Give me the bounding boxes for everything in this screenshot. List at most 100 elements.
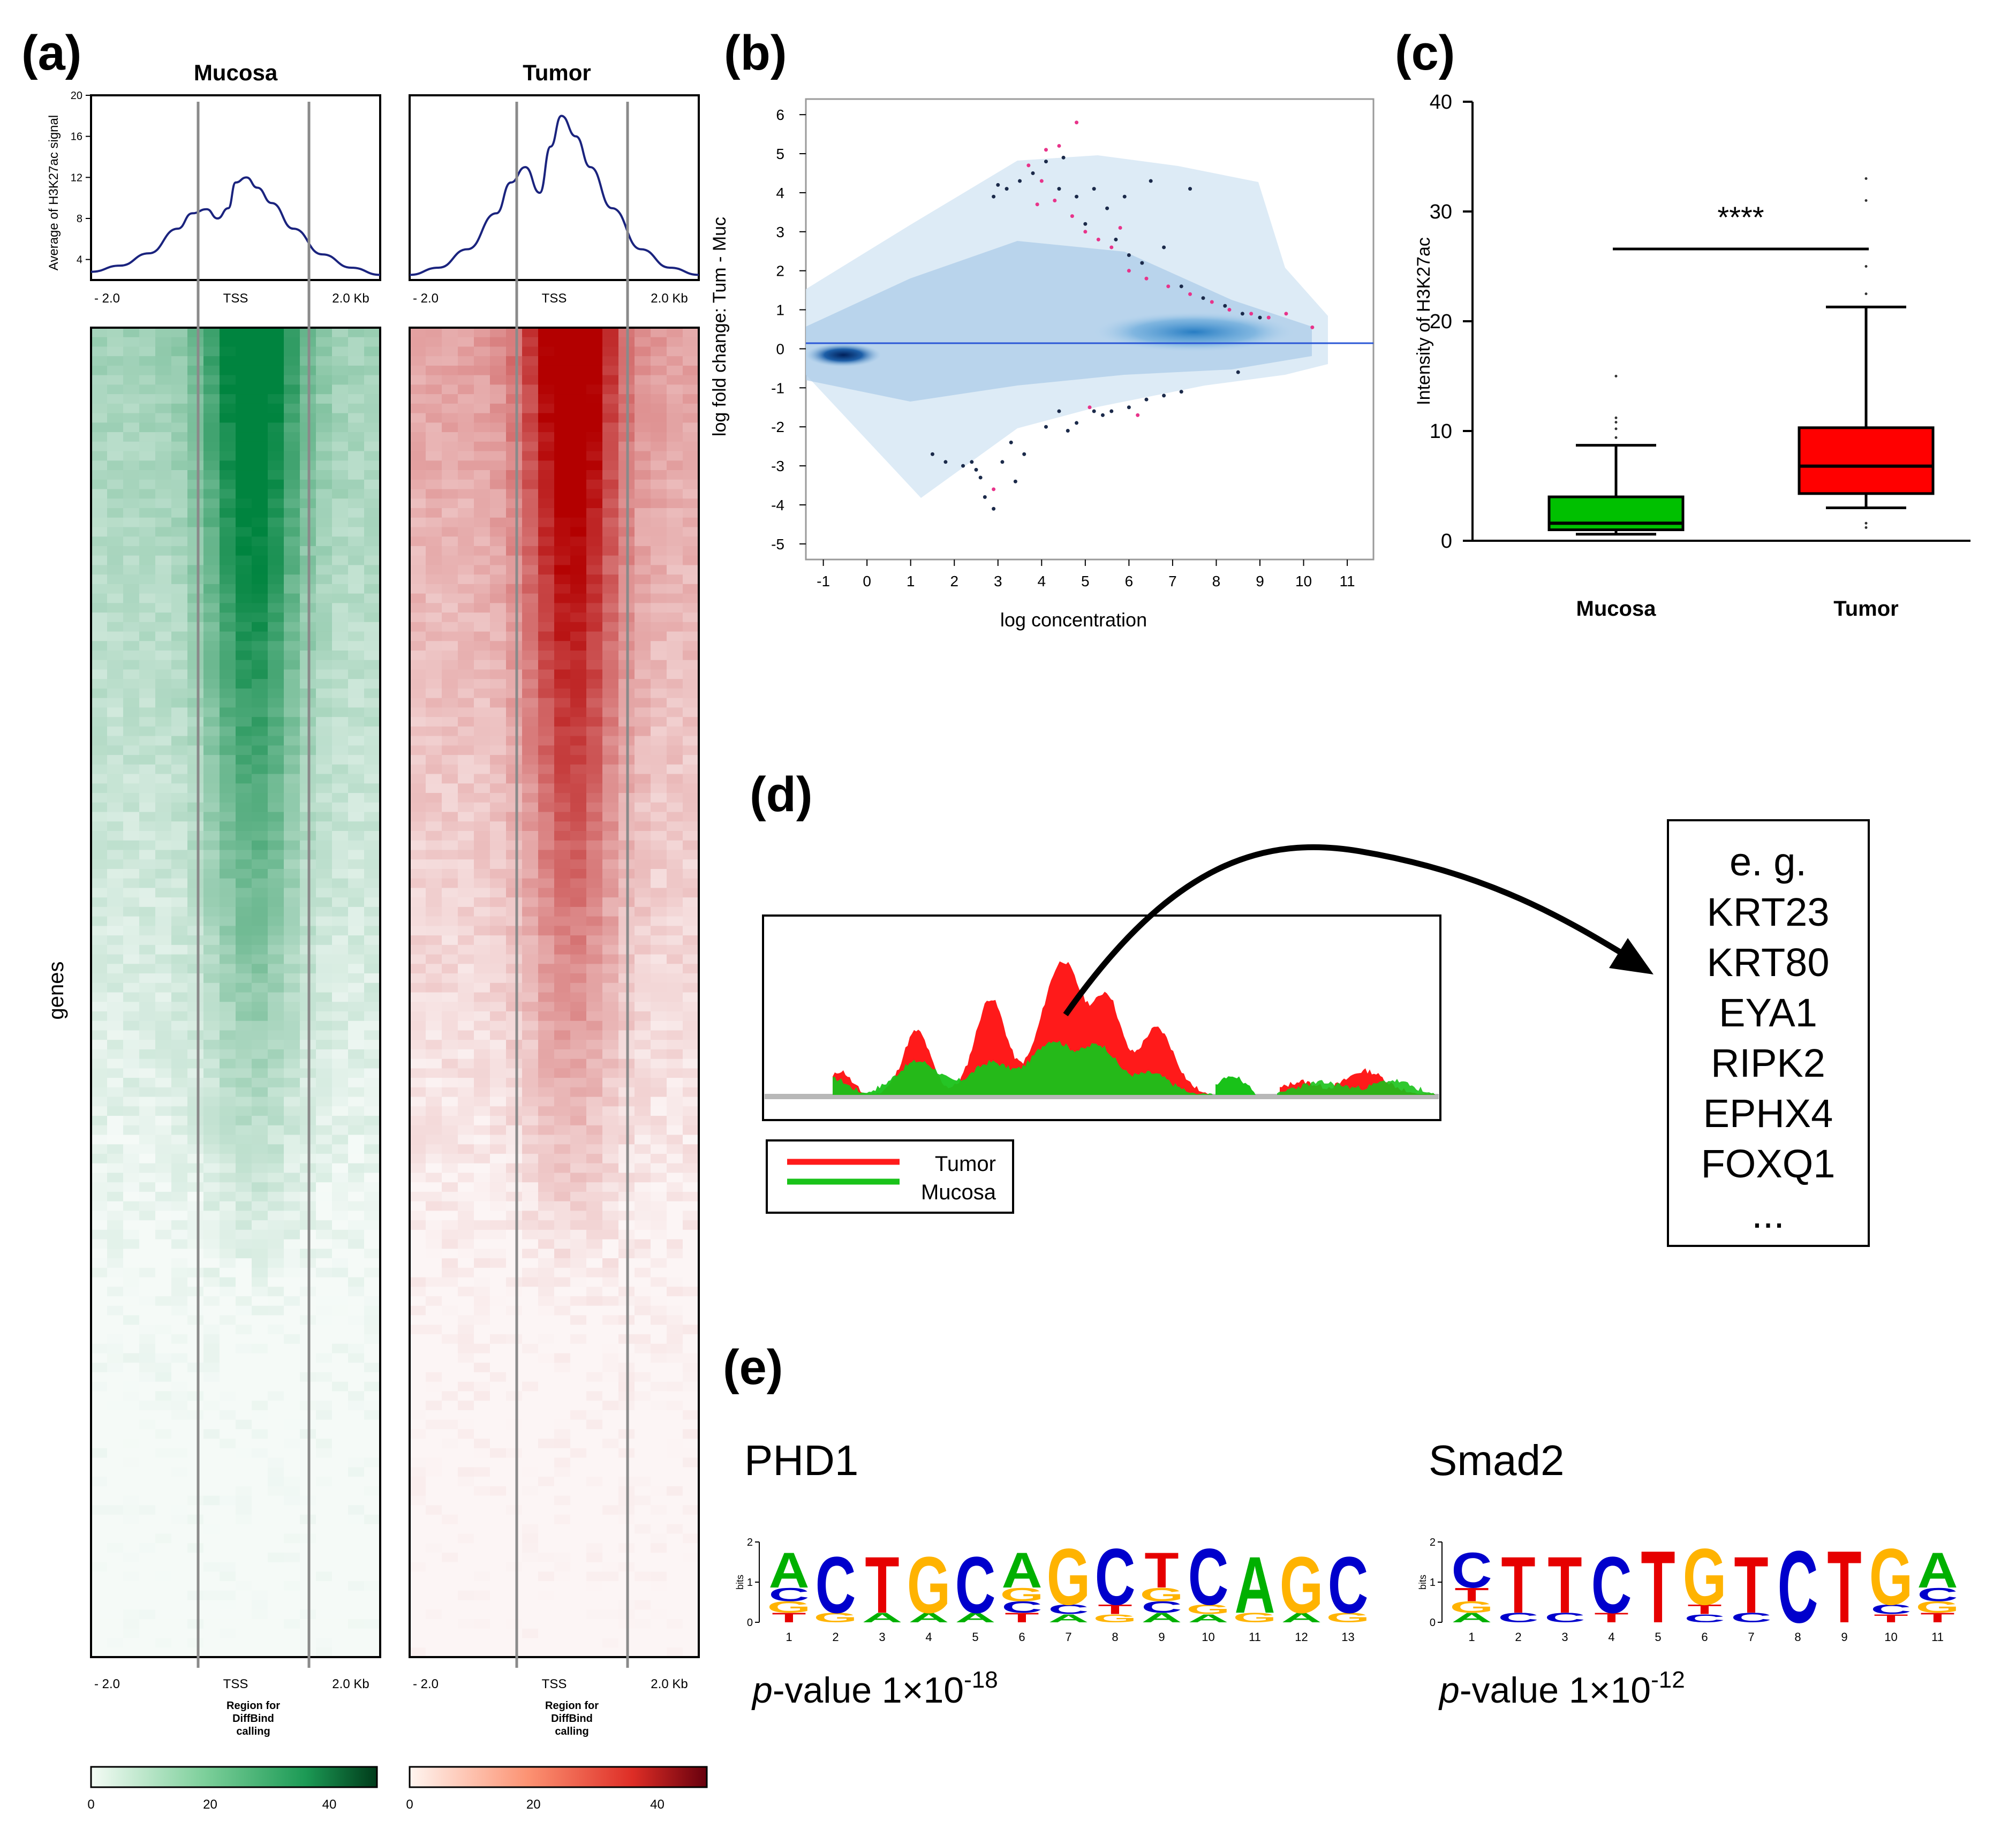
tumor-heatmap-cell bbox=[490, 1600, 507, 1610]
mucosa-heatmap-cell bbox=[236, 1448, 252, 1458]
mucosa-heatmap-cell bbox=[364, 365, 381, 376]
mucosa-heatmap-cell bbox=[252, 1020, 268, 1031]
tumor-heatmap-cell bbox=[538, 593, 555, 603]
tumor-heatmap-cell bbox=[651, 1163, 667, 1174]
tumor-heatmap-cell bbox=[667, 375, 683, 385]
mucosa-heatmap-cell bbox=[236, 973, 252, 984]
tumor-heatmap-cell bbox=[651, 1552, 667, 1563]
mucosa-heatmap-cell bbox=[91, 982, 108, 993]
tumor-heatmap-cell bbox=[538, 1116, 555, 1126]
tumor-heatmap-cell bbox=[426, 698, 442, 708]
tumor-heatmap-cell bbox=[506, 821, 523, 831]
mucosa-heatmap-cell bbox=[268, 422, 284, 433]
tumor-heatmap-cell bbox=[426, 1419, 442, 1430]
mucosa-heatmap-cell bbox=[284, 1144, 300, 1154]
tumor-heatmap-cell bbox=[538, 451, 555, 461]
tumor-heatmap-cell bbox=[506, 1211, 523, 1221]
tumor-heatmap-cell bbox=[506, 830, 523, 841]
mucosa-heatmap-cell bbox=[268, 365, 284, 376]
tumor-heatmap-cell bbox=[570, 365, 587, 376]
mucosa-heatmap-cell bbox=[316, 1590, 333, 1601]
mucosa-heatmap-cell bbox=[316, 1505, 333, 1515]
tumor-heatmap-cell bbox=[410, 498, 426, 509]
tumor-heatmap-cell bbox=[683, 1106, 699, 1116]
mucosa-heatmap-cell bbox=[252, 774, 268, 784]
tumor-heatmap-cell bbox=[635, 774, 651, 784]
mucosa-heatmap-cell bbox=[107, 622, 124, 632]
mucosa-heatmap-cell bbox=[332, 1391, 349, 1401]
tumor-heatmap-cell bbox=[458, 536, 474, 547]
tumor-heatmap-cell bbox=[410, 755, 426, 765]
tumor-heatmap-cell bbox=[635, 982, 651, 993]
mucosa-heatmap-cell bbox=[236, 1562, 252, 1572]
tumor-heatmap-cell bbox=[635, 394, 651, 404]
tumor-heatmap-cell bbox=[522, 1287, 539, 1297]
mucosa-heatmap-cell bbox=[171, 1106, 188, 1116]
mucosa-heatmap-cell bbox=[332, 1619, 349, 1629]
mucosa-heatmap-cell bbox=[364, 888, 381, 898]
tumor-heatmap-cell bbox=[522, 536, 539, 547]
tumor-heatmap-cell bbox=[522, 1590, 539, 1601]
mucosa-heatmap-cell bbox=[252, 1457, 268, 1468]
tumor-heatmap-cell bbox=[538, 1590, 555, 1601]
mucosa-heatmap-cell bbox=[139, 1477, 156, 1487]
tumor-heatmap-cell bbox=[635, 992, 651, 1002]
tumor-heatmap-cell bbox=[522, 641, 539, 651]
mucosa-heatmap-cell bbox=[268, 1258, 284, 1268]
mucosa-heatmap-cell bbox=[91, 850, 108, 860]
mucosa-heatmap-cell bbox=[252, 916, 268, 926]
tumor-heatmap-cell bbox=[570, 1439, 587, 1449]
tumor-heatmap-cell bbox=[683, 859, 699, 870]
tumor-heatmap-cell bbox=[426, 1524, 442, 1534]
tumor-heatmap-cell bbox=[683, 470, 699, 480]
tumor-heatmap-cell bbox=[538, 1144, 555, 1154]
mucosa-heatmap-cell bbox=[252, 508, 268, 518]
tumor-heatmap-cell bbox=[554, 1267, 571, 1278]
tumor-heatmap-cell bbox=[586, 1363, 603, 1373]
tumor-heatmap-cell bbox=[538, 982, 555, 993]
tumor-heatmap-cell bbox=[667, 1363, 683, 1373]
mucosa-heatmap-cell bbox=[155, 1191, 172, 1202]
tumor-heatmap-cell bbox=[667, 812, 683, 822]
mucosa-heatmap-cell bbox=[155, 1372, 172, 1382]
tumor-heatmap-cell bbox=[410, 992, 426, 1002]
mucosa-heatmap-cell bbox=[187, 536, 204, 547]
mucosa-heatmap-cell bbox=[268, 916, 284, 926]
mucosa-heatmap-cell bbox=[252, 1334, 268, 1344]
tumor-heatmap-cell bbox=[554, 1600, 571, 1610]
tumor-heatmap-cell bbox=[667, 1343, 683, 1354]
mucosa-heatmap-cell bbox=[123, 651, 140, 661]
mucosa-heatmap-cell bbox=[171, 1220, 188, 1230]
profile-y-tick-label: 8 bbox=[77, 213, 82, 225]
mucosa-heatmap-cell bbox=[332, 669, 349, 679]
mucosa-heatmap-cell bbox=[220, 916, 236, 926]
tumor-heatmap-cell bbox=[651, 1277, 667, 1287]
tumor-heatmap-cell bbox=[506, 1020, 523, 1031]
mucosa-heatmap-cell bbox=[155, 745, 172, 755]
tumor-heatmap-cell bbox=[474, 1505, 490, 1515]
tumor-heatmap-cell bbox=[426, 489, 442, 499]
mucosa-heatmap-cell bbox=[284, 1533, 300, 1544]
mucosa-heatmap-cell bbox=[316, 802, 333, 813]
mucosa-heatmap-cell bbox=[107, 888, 124, 898]
tumor-heatmap-cell bbox=[570, 1068, 587, 1078]
tumor-heatmap-cell bbox=[474, 1087, 490, 1098]
mucosa-heatmap-cell bbox=[252, 1381, 268, 1392]
mucosa-heatmap-cell bbox=[364, 479, 381, 490]
tumor-heatmap-cell bbox=[426, 1191, 442, 1202]
mucosa-heatmap-cell bbox=[348, 1144, 365, 1154]
mucosa-heatmap-cell bbox=[139, 1647, 156, 1658]
tumor-heatmap-cell bbox=[538, 736, 555, 746]
mucosa-heatmap-cell bbox=[364, 992, 381, 1002]
mucosa-heatmap-cell bbox=[236, 906, 252, 917]
mucosa-heatmap-cell bbox=[332, 888, 349, 898]
mucosa-heatmap-cell bbox=[252, 1343, 268, 1354]
profile-x-tick-label: TSS bbox=[542, 291, 567, 306]
tumor-heatmap-cell bbox=[667, 1106, 683, 1116]
tumor-heatmap-cell bbox=[506, 964, 523, 974]
tumor-heatmap-cell bbox=[506, 1533, 523, 1544]
mucosa-heatmap-cell bbox=[155, 660, 172, 670]
tumor-heatmap-cell bbox=[651, 745, 667, 755]
mucosa-heatmap-cell bbox=[284, 821, 300, 831]
tumor-heatmap-cell bbox=[586, 1106, 603, 1116]
